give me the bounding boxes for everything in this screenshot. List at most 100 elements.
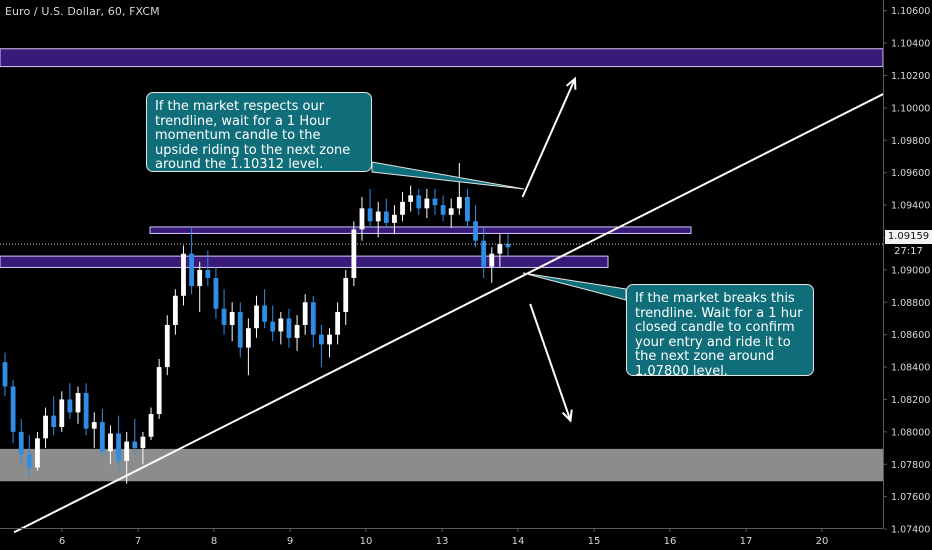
- down-arrow: [529, 303, 572, 421]
- candle-body: [237, 311, 243, 348]
- up-arrow-head: [565, 76, 577, 90]
- candle-body: [26, 454, 32, 468]
- candle-body: [156, 367, 162, 415]
- y-tick-label: 1.07800: [891, 460, 930, 471]
- candle-body: [432, 198, 438, 206]
- candle-body: [124, 441, 130, 462]
- candle-body: [197, 269, 203, 287]
- x-tick-label: 13: [436, 536, 449, 547]
- zone-3: [0, 255, 609, 268]
- candle-body: [18, 431, 24, 455]
- candle-body: [270, 321, 276, 332]
- candle-body: [465, 196, 470, 222]
- candle-body: [51, 415, 57, 427]
- candle-body: [392, 214, 397, 223]
- candle-body: [278, 318, 284, 332]
- candle-body: [172, 295, 178, 325]
- x-tick-label: 16: [664, 536, 677, 547]
- bullish-callout: If the market respects our trendline, wa…: [146, 92, 372, 172]
- candle-body: [505, 243, 511, 248]
- candle-body: [67, 399, 73, 413]
- candle-body: [448, 208, 454, 215]
- candle-body: [91, 422, 97, 429]
- chart-title: Euro / U.S. Dollar, 60, FXCM: [5, 5, 160, 18]
- candle-body: [351, 229, 357, 278]
- candle-body: [181, 253, 186, 296]
- candle-body: [416, 195, 422, 209]
- trendline: [13, 68, 932, 534]
- candle-body: [489, 253, 495, 267]
- x-tick-label: 8: [211, 536, 217, 547]
- candle-body: [245, 328, 251, 348]
- y-tick-label: 1.09800: [891, 136, 930, 147]
- x-tick-label: 10: [360, 536, 373, 547]
- candle-body: [205, 269, 211, 278]
- candle-body: [140, 436, 146, 449]
- candle-body: [229, 311, 235, 325]
- candle-body: [375, 211, 381, 222]
- x-tick-label: 6: [59, 536, 65, 547]
- x-tick-label: 20: [816, 536, 829, 547]
- y-tick-label: 1.10000: [891, 103, 930, 114]
- candle-body: [35, 438, 40, 468]
- y-tick-label: 1.10600: [891, 6, 930, 17]
- y-tick-label: 1.07600: [891, 492, 930, 503]
- candle-body: [310, 302, 316, 335]
- bullish-callout-tail: [371, 161, 525, 190]
- candle-body: [59, 399, 65, 427]
- x-tick-label: 7: [135, 536, 141, 547]
- x-tick-label: 15: [588, 536, 601, 547]
- y-tick-label: 1.07400: [891, 525, 930, 536]
- x-tick-label: 9: [287, 536, 293, 547]
- candle-body: [456, 196, 462, 209]
- candle-body: [400, 201, 405, 215]
- candle-body: [221, 308, 227, 325]
- candle-body: [43, 415, 48, 439]
- candle-body: [108, 433, 113, 452]
- candle-body: [327, 334, 332, 345]
- candle-body: [294, 324, 300, 338]
- candle-body: [440, 205, 446, 215]
- candle-body: [2, 362, 8, 387]
- candle-body: [367, 208, 373, 222]
- x-tick-label: 14: [512, 536, 525, 547]
- candle-body: [83, 392, 89, 429]
- candle-body: [497, 243, 503, 254]
- candle-body: [383, 211, 389, 223]
- candle-body: [424, 198, 430, 209]
- price-axis-panel: [883, 0, 932, 550]
- zone-1: [0, 48, 884, 68]
- candle-body: [408, 195, 414, 202]
- down-arrow-head: [561, 409, 573, 423]
- x-tick-label: 17: [740, 536, 753, 547]
- up-arrow: [521, 78, 576, 198]
- candle-body: [75, 392, 81, 413]
- zone-4: [0, 448, 883, 482]
- candle-body: [335, 311, 341, 335]
- candle-body: [164, 324, 170, 368]
- candle-body: [302, 302, 308, 325]
- y-tick-label: 1.10400: [891, 39, 930, 50]
- y-tick-label: 1.09400: [891, 201, 930, 212]
- bearish-callout: If the market breaks this trendline. Wai…: [626, 284, 814, 379]
- candle-body: [189, 253, 194, 287]
- y-tick-label: 1.08600: [891, 330, 930, 341]
- candle-body: [132, 441, 138, 449]
- y-tick-label: 1.08200: [891, 395, 930, 406]
- candle-body: [213, 277, 219, 309]
- bearish-callout-tail: [522, 272, 627, 301]
- last-price-tag: 1.09159: [885, 230, 932, 244]
- y-tick-label: 1.08000: [891, 427, 930, 438]
- y-tick-label: 1.08800: [891, 298, 930, 309]
- candle-countdown: 27:17: [885, 245, 932, 258]
- y-tick-label: 1.10200: [891, 71, 930, 82]
- candle-body: [343, 277, 349, 312]
- y-tick-label: 1.09600: [891, 168, 930, 179]
- y-tick-label: 1.09000: [891, 265, 930, 276]
- candle-body: [10, 386, 16, 432]
- candle-body: [319, 334, 324, 345]
- candle-body: [254, 305, 259, 329]
- candle-body: [148, 414, 154, 437]
- candle-body: [359, 208, 365, 230]
